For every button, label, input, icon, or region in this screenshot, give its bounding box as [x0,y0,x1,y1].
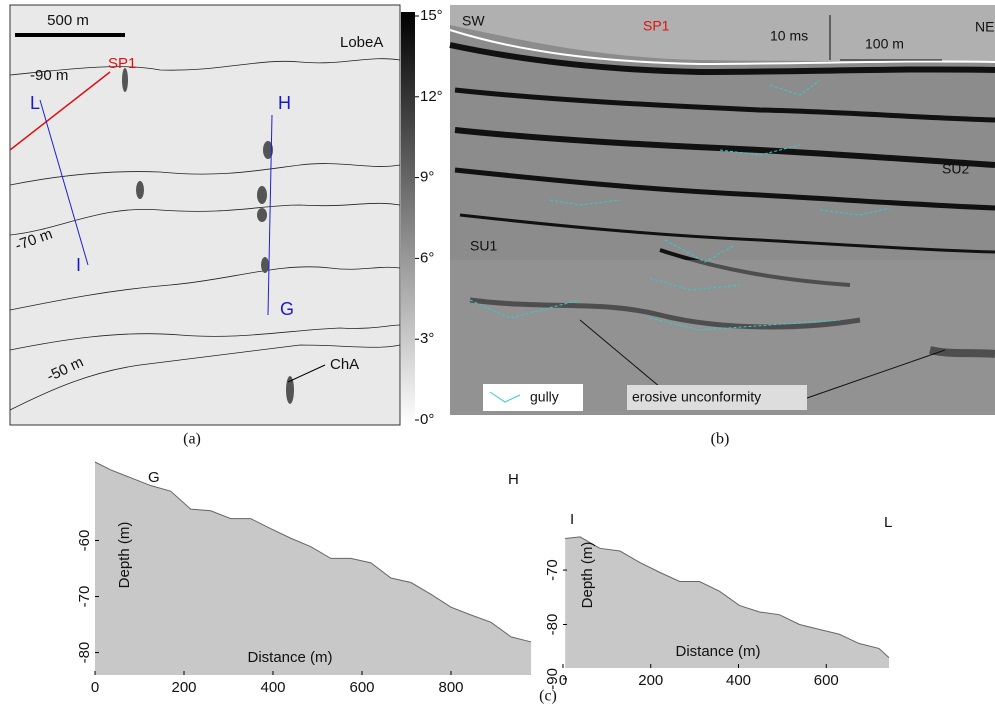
y-tick-label: -80 [76,642,93,664]
water-column [450,5,995,62]
profile-fill [95,462,532,675]
cha-arrow [287,364,326,383]
label: SP1 [108,55,136,72]
y-tick-label: -90 [544,668,561,690]
x-tick-label: 0 [91,679,99,696]
contours [9,58,401,411]
x-tick-label: 600 [349,679,374,696]
colorbar-tick-label: 0° [420,411,434,428]
colorbar-tick-label: 6° [420,249,434,266]
panel-a: 500 m LobeA -90 m SP1 L H -70 m I G -50 … [9,4,443,448]
x-tick-label: 800 [438,679,463,696]
colorbar-ticks: 15° 12° 9° 6° 3° 0° [415,7,443,428]
caption: (b) [711,431,730,448]
scale-bar-label: 500 m [47,12,89,29]
sp1-line [9,71,111,151]
x-tick-label: 200 [638,672,663,689]
caption: (c) [539,688,557,705]
label: H [278,93,291,113]
x-tick-label: 600 [814,672,839,689]
label: I [76,255,81,275]
gully-shadows [122,68,294,404]
label: SW [462,13,485,29]
label: LobeA [340,34,383,51]
label: SU1 [470,238,497,254]
legend-swatch [489,391,521,403]
caption: (a) [183,431,201,448]
pointer [579,319,661,388]
label: SP1 [643,18,670,34]
y-tick-label: -60 [76,530,93,552]
label: ChA [330,356,359,373]
gullies [469,79,891,331]
colorbar-tick-label: 9° [420,169,434,186]
label: erosive unconformity [632,389,761,405]
profile-line [94,461,532,643]
x-tick-label: 400 [260,679,285,696]
colorbar [401,12,415,425]
label: SU2 [942,161,969,177]
colorbar-tick-label: 12° [420,88,443,105]
profile-fill [565,536,889,668]
label: -90 m [30,67,68,84]
profile-line [565,536,890,659]
y-tick-label: -70 [76,586,93,608]
colorbar-tick-label: 15° [420,7,443,24]
label: NE [975,19,994,35]
profile-hg [267,114,273,316]
profile-end-label: G [148,469,160,486]
profile-end-label: L [884,514,892,531]
reflectors [449,42,995,358]
profile-end-label: I [570,511,574,528]
y-tick-label: -80 [544,614,561,636]
x-axis-label: Distance (m) [675,643,760,660]
y-axis-label: Depth (m) [116,522,133,589]
colorbar-tick-label: 3° [420,330,434,347]
x-tick-label: 400 [726,672,751,689]
label: L [30,93,40,113]
x-axis-label: Distance (m) [247,649,332,666]
x-tick-label: 200 [171,679,196,696]
slope-map [9,4,401,426]
profile-end-label: H [508,471,519,488]
seafloor [449,29,995,66]
pointer [806,349,946,399]
legend-box [483,384,583,411]
label: G [280,299,294,319]
panel-b: SW SP1 10 ms 100 m NE SU2 SU1 gully eros… [449,5,995,448]
y-tick-label: -70 [544,559,561,581]
legend-label: gully [530,389,559,405]
x-tick-label: 0 [559,672,567,689]
profiles: 0 200 400 600 800 -60 -70 -80 Distance (m) Depth … [76,461,892,696]
label: 10 ms [770,28,808,44]
label: 100 m [865,36,904,52]
label-box [627,385,807,410]
y-axis-label: Depth (m) [579,542,596,609]
profile-li [39,99,89,266]
